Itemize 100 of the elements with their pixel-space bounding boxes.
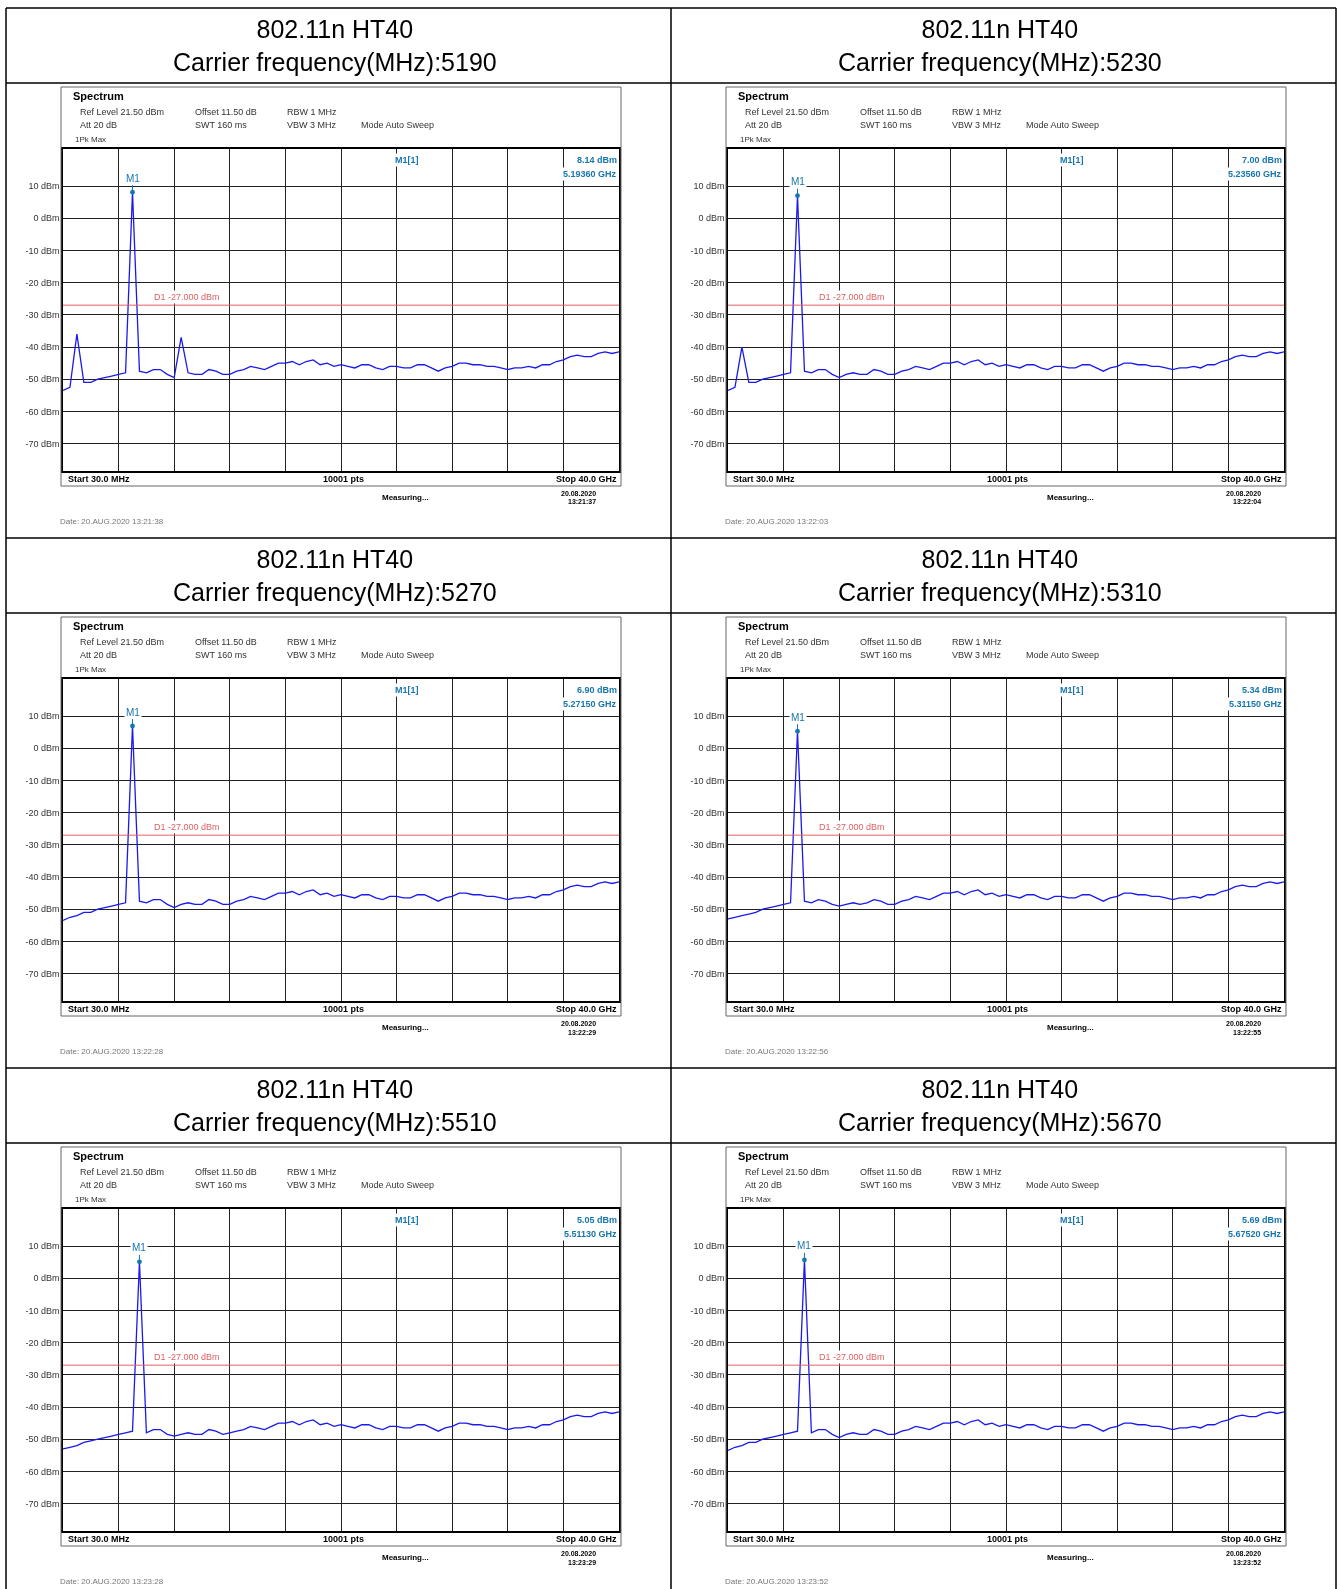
y-tick-label: 0 dBm [698,213,725,224]
text: Measuring... [382,1023,429,1032]
y-tick-label: -70 dBm [690,968,725,979]
y-tick-label: -60 dBm [690,406,725,417]
text: 10001 pts [987,1004,1029,1014]
y-tick-label: 10 dBm [28,1241,60,1252]
y-tick-label: -40 dBm [690,342,725,353]
y-tick-label: -70 dBm [25,968,60,979]
text: Offset 11.50 dB [860,1167,922,1177]
y-tick-label: -70 dBm [25,1498,60,1509]
line-series [63,725,619,922]
y-tick-label: -30 dBm [690,839,725,850]
annotation: 8.14 dBm [577,155,618,165]
text: SWT 160 ms [860,1180,913,1190]
y-tick-label: -70 dBm [690,1498,725,1509]
annotation: M1 [791,176,806,187]
y-tick-label: -70 dBm [690,438,725,449]
ref-line-label: D1 -27.000 dBm [154,292,220,302]
text: Offset 11.50 dB [195,1167,257,1177]
text: Date: 20.AUG.2020 13:23:28 [60,1577,164,1586]
y-tick-label: 10 dBm [693,711,725,722]
y-tick-label: 10 dBm [693,1241,725,1252]
annotation: M1 [126,173,141,184]
chart-title: 802.11n HT40 [256,1075,414,1103]
text: Ref Level 21.50 dBm [745,1167,830,1177]
y-tick-label: -10 dBm [25,245,60,256]
text: Offset 11.50 dB [195,637,257,647]
y-tick-label: -30 dBm [25,309,60,320]
y-tick-label: -20 dBm [25,277,60,288]
text: RBW 1 MHz [287,1167,337,1177]
text: SWT 160 ms [860,650,913,660]
annotation: 5.05 dBm [577,1215,618,1225]
y-tick-label: -50 dBm [690,374,725,385]
text: Mode Auto Sweep [361,1180,435,1190]
annotation: 5.19360 GHz [563,169,617,179]
text: 10001 pts [987,474,1029,484]
text: Ref Level 21.50 dBm [745,107,830,117]
text: Ref Level 21.50 dBm [80,637,165,647]
chart-subtitle: Carrier frequency(MHz):5270 [173,577,497,606]
y-tick-label: -40 dBm [690,1402,725,1413]
ref-line-label: D1 -27.000 dBm [154,1352,220,1362]
text: Spectrum [738,1150,789,1162]
text: Ref Level 21.50 dBm [80,1167,165,1177]
text: Stop 40.0 GHz [556,1534,618,1544]
chart-subtitle: Carrier frequency(MHz):5670 [838,1107,1162,1136]
annotation: 5.51130 GHz [564,1229,618,1239]
text: Spectrum [73,620,124,632]
ref-line-label: D1 -27.000 dBm [819,292,885,302]
annotation: M1[1] [395,1215,419,1225]
y-tick-label: -50 dBm [690,904,725,915]
text: 1Pk Max [740,665,772,674]
chart-subtitle: Carrier frequency(MHz):5310 [838,577,1162,606]
text: Mode Auto Sweep [1026,120,1100,130]
chart-title: 802.11n HT40 [256,15,414,43]
y-tick-label: 10 dBm [693,181,725,192]
y-tick-label: -20 dBm [690,277,725,288]
text: RBW 1 MHz [952,1167,1002,1177]
text: VBW 3 MHz [287,650,337,660]
text: Date: 20.AUG.2020 13:21:38 [60,517,164,526]
y-tick-label: -60 dBm [690,1466,725,1477]
text: Spectrum [738,620,789,632]
text: RBW 1 MHz [952,107,1002,117]
text: VBW 3 MHz [287,1180,337,1190]
text: Offset 11.50 dB [860,107,922,117]
y-tick-label: -60 dBm [25,936,60,947]
y-tick-label: -10 dBm [690,775,725,786]
annotation: M1[1] [395,155,419,165]
line-series [728,1259,1284,1452]
annotation: 5.67520 GHz [1228,1229,1282,1239]
text: Stop 40.0 GHz [1221,1004,1283,1014]
ref-line-label: D1 -27.000 dBm [819,822,885,832]
chart-title: 802.11n HT40 [921,15,1079,43]
y-tick-label: 0 dBm [33,213,60,224]
text: Date: 20.AUG.2020 13:22:28 [60,1047,164,1056]
y-tick-label: -30 dBm [25,839,60,850]
text: Att 20 dB [745,650,783,660]
annotation: M1[1] [1060,685,1084,695]
annotation: M1[1] [1060,1215,1084,1225]
y-tick-label: -40 dBm [25,872,60,883]
text: VBW 3 MHz [952,650,1002,660]
y-tick-label: 0 dBm [698,1273,725,1284]
text: Att 20 dB [745,1180,783,1190]
text: Stop 40.0 GHz [1221,474,1283,484]
text: Spectrum [73,1150,124,1162]
annotation: M1 [126,707,141,718]
text: RBW 1 MHz [287,637,337,647]
text: Start 30.0 MHz [68,1004,131,1014]
y-tick-label: -30 dBm [690,309,725,320]
chart-subtitle: Carrier frequency(MHz):5230 [838,47,1162,76]
text: Start 30.0 MHz [733,474,796,484]
text: Att 20 dB [80,1180,118,1190]
y-tick-label: -60 dBm [25,1466,60,1477]
y-tick-label: -20 dBm [690,807,725,818]
text: Ref Level 21.50 dBm [745,637,830,647]
y-tick-label: -40 dBm [25,342,60,353]
ref-line-label: D1 -27.000 dBm [154,822,220,832]
text: VBW 3 MHz [952,120,1002,130]
text: VBW 3 MHz [952,1180,1002,1190]
y-tick-label: -40 dBm [25,1402,60,1413]
line-series [728,195,1284,392]
